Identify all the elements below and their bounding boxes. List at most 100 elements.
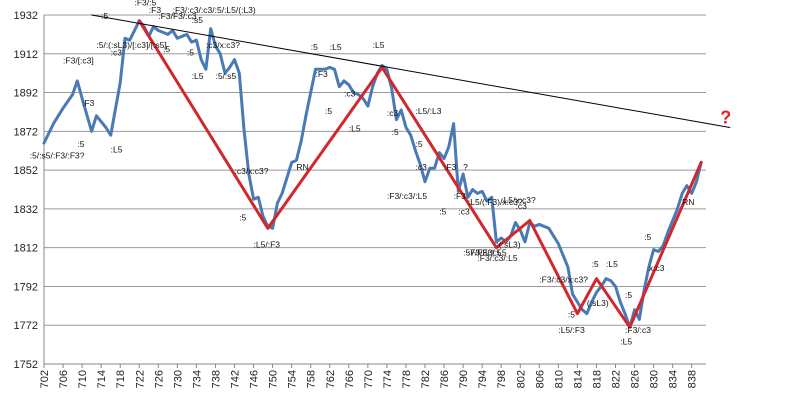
x-tick-label: 738	[210, 370, 222, 388]
wave-annotation: :57/F3/:L5	[463, 247, 502, 257]
wave-annotation: :s5	[192, 15, 204, 25]
x-tick-label: 742	[230, 370, 242, 388]
x-tick-label: 782	[420, 370, 432, 388]
wave-annotation: :5	[644, 232, 651, 242]
x-tick-label: 734	[191, 370, 203, 388]
wave-annotation: :L5	[111, 145, 123, 155]
wave-annotation: :c3	[111, 48, 123, 58]
y-tick-label: 1792	[14, 281, 38, 293]
y-tick-label: 1892	[14, 88, 38, 100]
wave-annotation: :c3	[458, 207, 470, 217]
wave-annotation: :L5/:L3	[415, 106, 441, 116]
grid	[44, 14, 706, 365]
x-tick-label: 822	[611, 370, 623, 388]
x-tick-label: 702	[39, 370, 51, 388]
wave-annotation: :c3	[344, 88, 356, 98]
wave-annotation: :5	[392, 127, 399, 137]
wave-annotation: (:sL3)	[587, 298, 609, 308]
x-tick-label: 754	[287, 370, 299, 388]
wave-annotation: :5	[439, 207, 446, 217]
x-tick-label: 826	[630, 370, 642, 388]
x-tick-label: 802	[515, 370, 527, 388]
wave-annotation: :5/:(:sL3)/[:c3]/[:s5]	[96, 40, 166, 50]
x-tick-label: 722	[134, 370, 146, 388]
wave-annotation: :5	[163, 44, 170, 54]
axes: 1752 1772 1792 1812 1832 1852 1872 1892 1912 1932…	[14, 10, 706, 388]
x-tick-label: 806	[534, 370, 546, 388]
wave-annotation: :c3/x:c3?	[235, 166, 269, 176]
wave-annotation: RN	[682, 197, 694, 207]
x-tick-label: 766	[344, 370, 356, 388]
wave-annotation: :5	[239, 213, 246, 223]
wave-annotation: :F3/F3/:L5	[468, 247, 507, 257]
wave-annotation: :c3	[515, 201, 527, 211]
wave-annotation: ?	[463, 162, 468, 172]
x-tick-label: 730	[172, 370, 184, 388]
series-line-zigzag	[137, 19, 703, 329]
x-tick-label: 762	[325, 370, 337, 388]
wave-annotation: :L5	[620, 337, 632, 347]
wave-annotation: :5	[311, 42, 318, 52]
x-tick-label: 750	[268, 370, 280, 388]
wave-annotation: RN	[296, 162, 308, 172]
wave-annotation: :c3/x:c3?	[206, 40, 240, 50]
wave-annotation: :L5/(:F3)/x:c3?	[468, 197, 523, 207]
wave-annotation: :c3	[387, 108, 399, 118]
wave-annotation: :5	[325, 106, 332, 116]
wave-annotation: :L5	[192, 71, 204, 81]
wave-annotation: :5/:s5	[215, 71, 236, 81]
wave-annotation: :F3	[149, 5, 162, 15]
x-tick-label: 818	[591, 370, 603, 388]
wave-annotation: :F3/[:c3]	[63, 55, 94, 65]
wave-annotation: :F3/:c3/:c3/:5/:L5/(:L3)	[173, 5, 256, 15]
wave-annotation: :5	[101, 11, 108, 21]
y-tick-label: 1852	[14, 165, 38, 177]
wave-annotation: :(:sL3)	[496, 240, 520, 250]
series-line-trendline	[91, 14, 731, 128]
wave-annotation: :L5/:F3	[558, 325, 585, 335]
y-tick-label: 1772	[14, 320, 38, 332]
wave-annotation: :L5	[606, 259, 618, 269]
x-tick-label: 834	[668, 370, 680, 388]
wave-annotation: :F3	[454, 191, 467, 201]
x-tick-label: 714	[96, 370, 108, 388]
wave-annotation: :5	[415, 139, 422, 149]
wave-annotation: :F3/F3/:c3	[158, 11, 197, 21]
x-tick-label: 774	[382, 370, 394, 388]
wave-annotation: :5	[625, 290, 632, 300]
x-tick-label: 798	[496, 370, 508, 388]
x-tick-label: 794	[477, 370, 489, 388]
wave-annotation: :F3/:c3/:L5	[387, 191, 427, 201]
x-tick-label: 706	[58, 370, 70, 388]
x-tick-label: 830	[649, 370, 661, 388]
x-tick-label: 718	[115, 370, 127, 388]
wave-annotation: :c3	[415, 162, 427, 172]
wave-annotation: x:c3	[649, 263, 665, 273]
wave-annotation: :F3	[82, 98, 95, 108]
wave-annotation: :L5	[373, 40, 385, 50]
y-tick-label: 1872	[14, 126, 38, 138]
x-tick-label: 790	[458, 370, 470, 388]
series	[42, 14, 731, 329]
wave-annotation: :5	[77, 139, 84, 149]
wave-annotation: :L5/:F3	[254, 240, 281, 250]
x-tick-label: 726	[153, 370, 165, 388]
annotations: ?:F3/:5:F3:5:F3/F3/:c3:F3/:c3/:c3/:5/:L5…	[30, 0, 732, 347]
x-tick-label: 710	[77, 370, 89, 388]
wave-annotation: :5	[187, 48, 194, 58]
wave-annotation: :5/:s5/:F3/:F3?	[30, 150, 85, 160]
wave-annotation: :5	[568, 309, 575, 319]
question-mark-annotation: ?	[720, 108, 731, 128]
x-tick-label: 758	[306, 370, 318, 388]
wave-annotation: :F3/:c3/:L5	[477, 253, 517, 263]
x-tick-label: 814	[572, 370, 584, 388]
wave-annotation: :L5	[330, 42, 342, 52]
x-tick-label: 838	[687, 370, 699, 388]
x-tick-label: 786	[439, 370, 451, 388]
wave-annotation: :5	[592, 259, 599, 269]
x-tick-label: 746	[249, 370, 261, 388]
wave-annotation: :F3/:c3/x:c3?	[539, 275, 588, 285]
x-tick-label: 810	[553, 370, 565, 388]
wave-annotation: :L5/x:c3?	[501, 195, 536, 205]
